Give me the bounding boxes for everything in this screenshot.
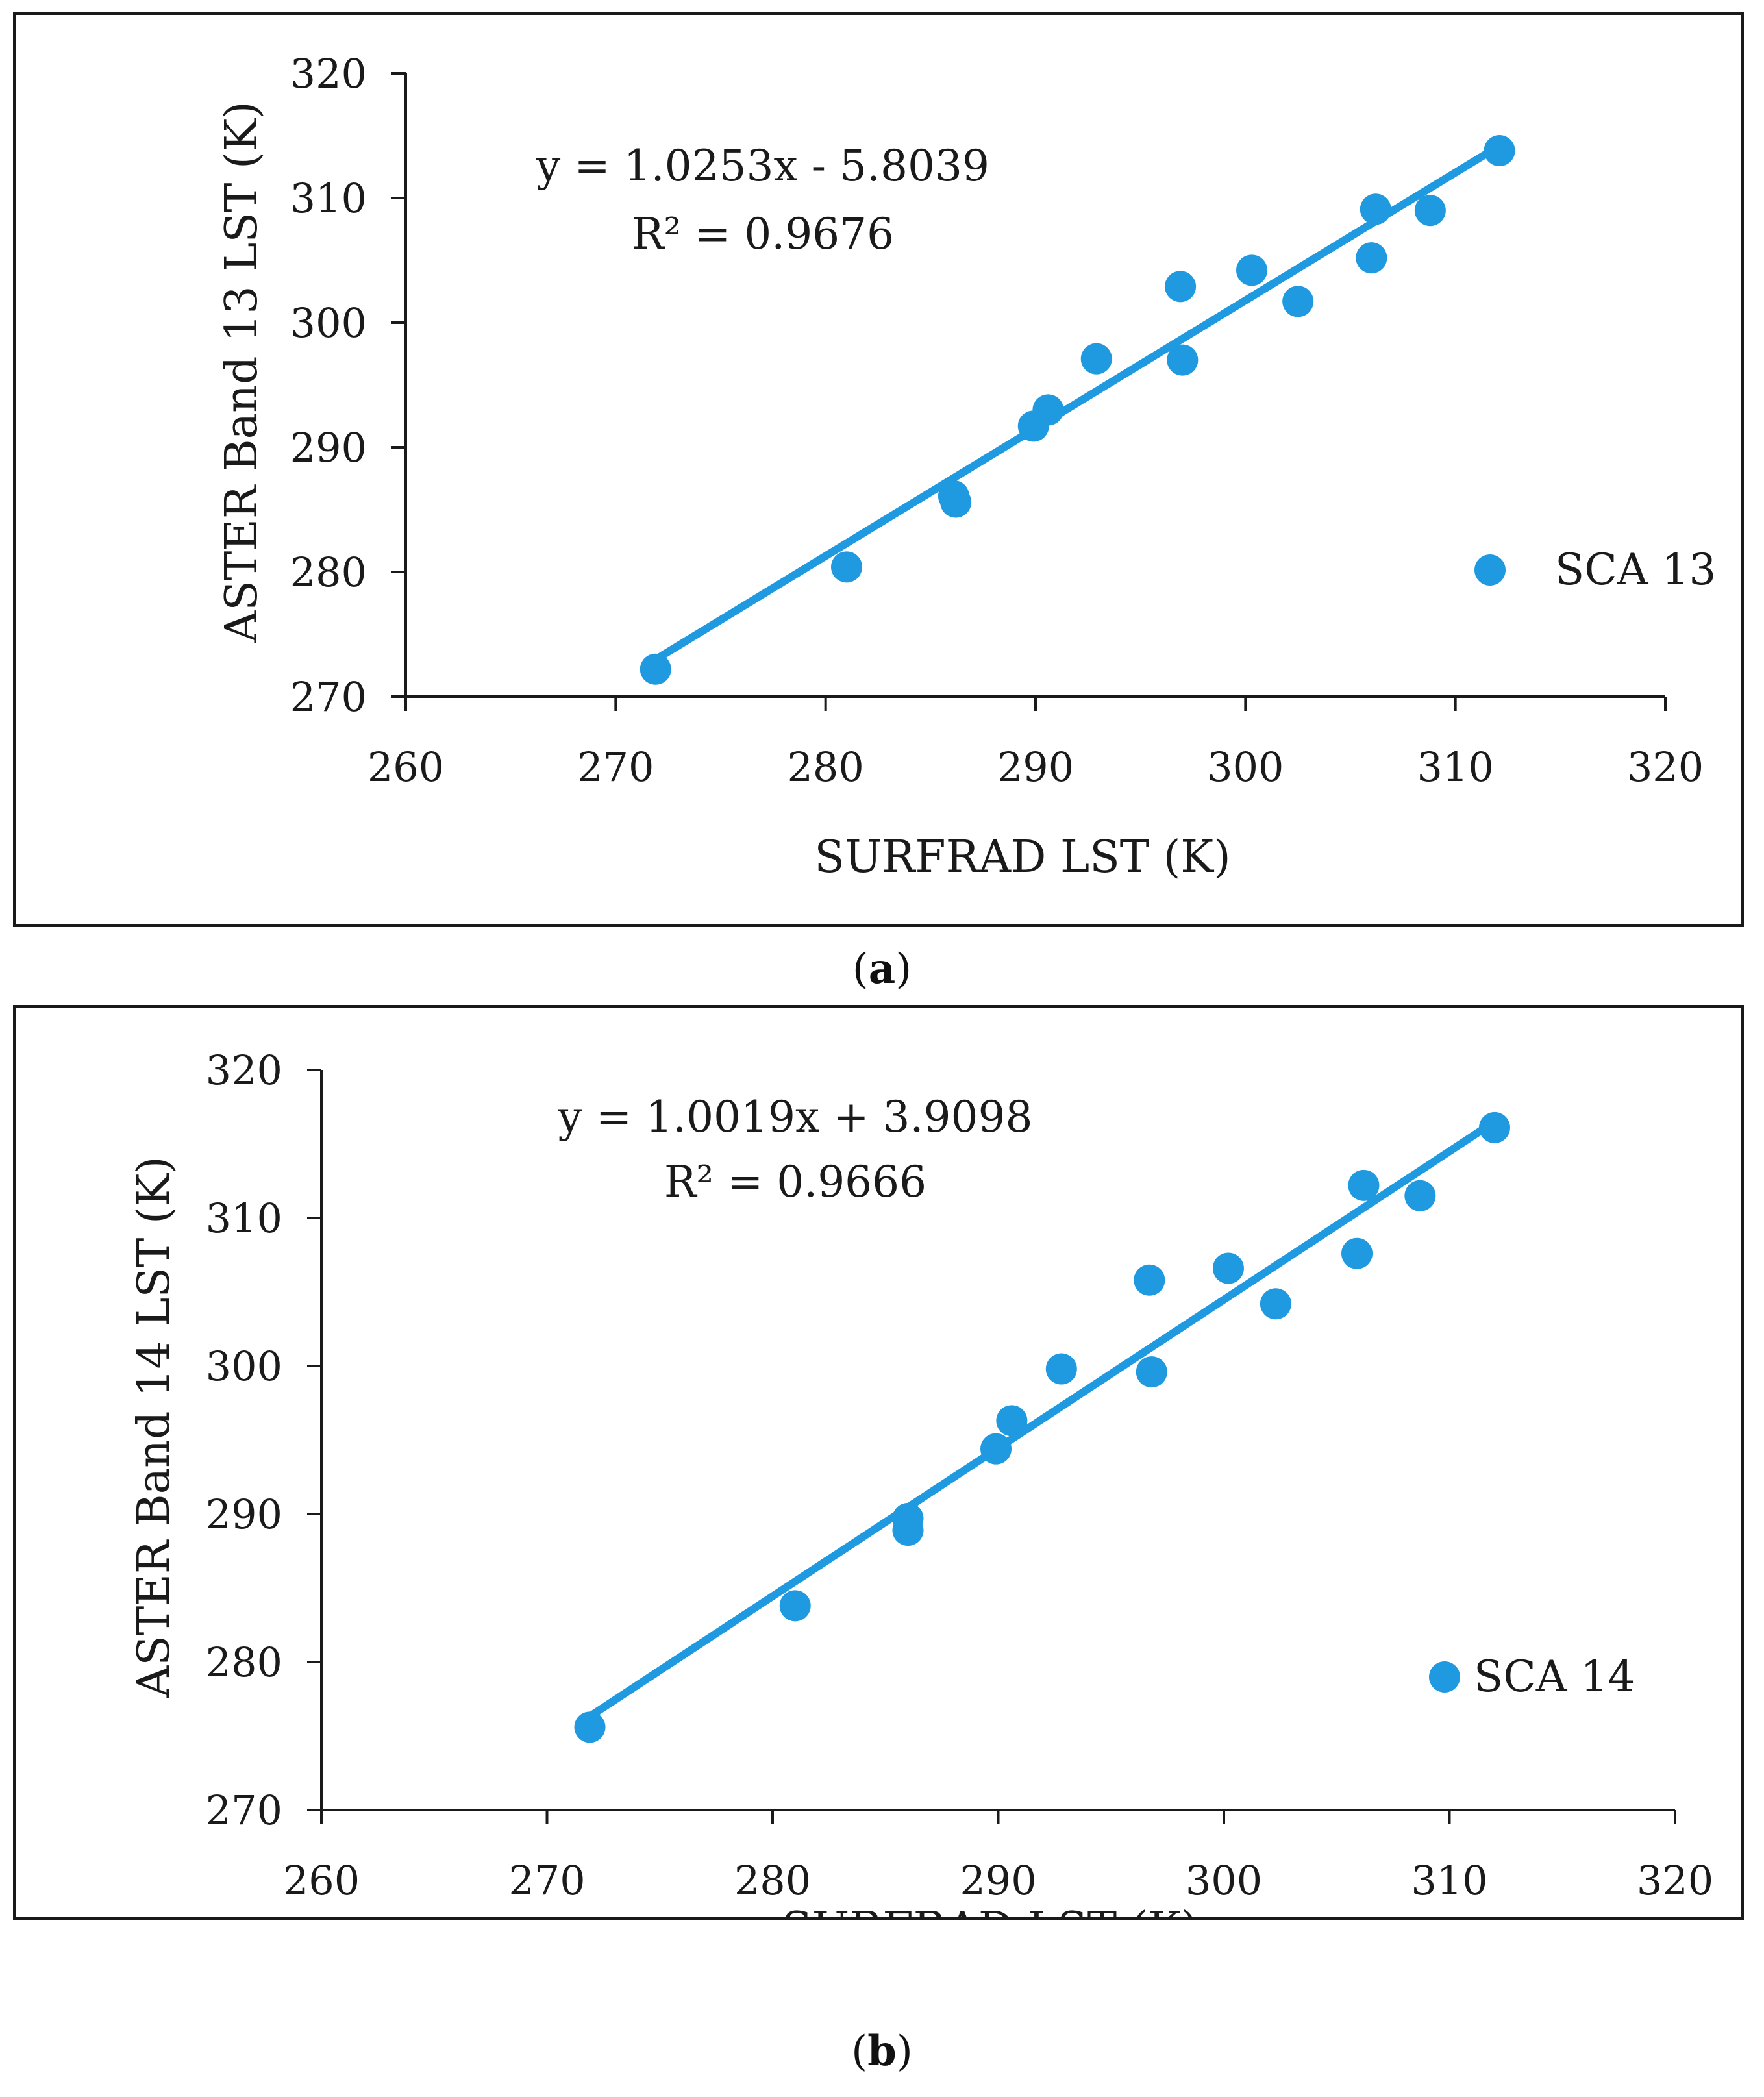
data-point bbox=[1134, 1264, 1165, 1296]
x-tick-label: 280 bbox=[734, 1857, 811, 1904]
trendline-equation: y = 1.0253x - 5.8039 bbox=[536, 141, 989, 191]
x-tick-label: 290 bbox=[960, 1857, 1036, 1904]
legend-label: SCA 13 bbox=[1555, 545, 1716, 595]
caption-b-open: ( bbox=[851, 2028, 868, 2076]
x-tick-label: 280 bbox=[787, 743, 863, 791]
x-tick-label: 310 bbox=[1417, 743, 1493, 791]
data-point bbox=[1282, 286, 1314, 317]
data-point bbox=[640, 653, 671, 685]
caption-a-label: a bbox=[868, 945, 896, 993]
data-point bbox=[1165, 271, 1197, 303]
data-point bbox=[1484, 135, 1515, 167]
y-tick-label: 270 bbox=[290, 673, 367, 721]
legend-marker bbox=[1429, 1661, 1460, 1693]
x-tick-label: 300 bbox=[1207, 743, 1284, 791]
r-squared-label: R² = 0.9666 bbox=[664, 1157, 926, 1207]
chart-panel-a: 270 280 290 300 310 320 260 270 280 290 300 310 320 S… bbox=[13, 12, 1744, 927]
data-point bbox=[892, 1502, 924, 1534]
data-point bbox=[831, 551, 862, 583]
y-tick-label: 310 bbox=[206, 1195, 282, 1242]
data-point bbox=[1404, 1180, 1436, 1211]
data-point bbox=[1236, 254, 1268, 286]
y-tick-label: 290 bbox=[290, 424, 367, 471]
y-tick-label: 310 bbox=[290, 175, 367, 222]
data-point bbox=[980, 1433, 1012, 1465]
x-axis-label: SURFRAD LST (K) bbox=[782, 1903, 1198, 1917]
legend-label: SCA 14 bbox=[1474, 1652, 1635, 1702]
data-point bbox=[1414, 195, 1446, 227]
x-tick-label: 290 bbox=[997, 743, 1074, 791]
r-squared-label: R² = 0.9676 bbox=[632, 209, 894, 259]
y-tick-label: 280 bbox=[290, 549, 367, 596]
x-tick-label: 260 bbox=[367, 743, 444, 791]
x-tick-label: 300 bbox=[1186, 1857, 1262, 1904]
data-point bbox=[1356, 242, 1387, 274]
data-point bbox=[1348, 1169, 1380, 1201]
data-point bbox=[574, 1711, 606, 1743]
x-tick-label: 310 bbox=[1411, 1857, 1487, 1904]
x-tick-label: 260 bbox=[283, 1857, 360, 1904]
trendline bbox=[653, 143, 1500, 664]
caption-b-label: b bbox=[867, 2027, 897, 2076]
y-tick-label: 290 bbox=[206, 1491, 282, 1538]
x-tick-label: 270 bbox=[508, 1857, 585, 1904]
chart-panel-b: 270280290300310320260270280290300310320S… bbox=[13, 1005, 1744, 1920]
data-point bbox=[1260, 1288, 1291, 1320]
y-tick-label: 280 bbox=[206, 1639, 282, 1686]
data-point bbox=[996, 1405, 1028, 1437]
x-tick-label: 320 bbox=[1627, 743, 1704, 791]
trendline-equation: y = 1.0019x + 3.9098 bbox=[558, 1092, 1033, 1142]
data-point bbox=[1136, 1356, 1167, 1388]
y-axis-label: ASTER Band 13 LST (K) bbox=[216, 101, 267, 643]
data-point bbox=[1360, 193, 1391, 225]
y-tick-label: 270 bbox=[206, 1787, 282, 1834]
data-point bbox=[1341, 1237, 1373, 1269]
data-point bbox=[940, 486, 972, 518]
data-point bbox=[1080, 343, 1112, 375]
caption-a-open: ( bbox=[852, 945, 869, 993]
caption-a: (a) bbox=[0, 945, 1764, 993]
data-point bbox=[779, 1590, 811, 1622]
y-tick-label: 320 bbox=[206, 1047, 282, 1094]
caption-a-close: ) bbox=[895, 945, 912, 993]
data-point bbox=[1479, 1111, 1510, 1143]
legend-marker bbox=[1474, 554, 1506, 586]
x-axis-label: SURFRAD LST (K) bbox=[814, 832, 1230, 883]
data-point bbox=[1045, 1353, 1077, 1385]
y-axis-label: ASTER Band 14 LST (K) bbox=[129, 1156, 180, 1698]
y-tick-label: 320 bbox=[290, 50, 367, 97]
scatter-chart-b: 270280290300310320260270280290300310320S… bbox=[129, 1047, 1713, 1917]
data-point bbox=[1212, 1252, 1244, 1284]
caption-b: (b) bbox=[0, 2027, 1764, 2076]
caption-b-close: ) bbox=[896, 2028, 913, 2076]
y-tick-label: 300 bbox=[206, 1343, 282, 1390]
y-tick-label: 300 bbox=[290, 299, 367, 347]
x-tick-label: 270 bbox=[577, 743, 654, 791]
data-point bbox=[1167, 344, 1199, 376]
x-tick-label: 320 bbox=[1637, 1857, 1713, 1904]
trendline bbox=[588, 1118, 1497, 1720]
data-point bbox=[1032, 394, 1064, 426]
